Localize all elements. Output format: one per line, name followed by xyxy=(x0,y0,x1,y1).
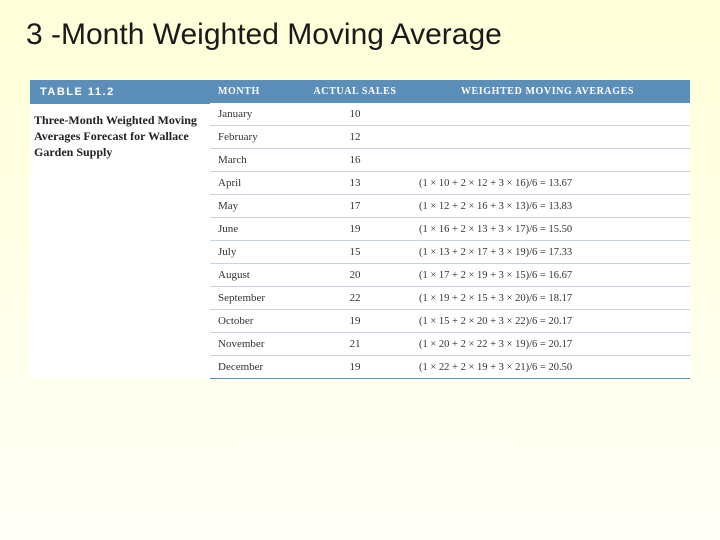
cell-wma: (1 × 10 + 2 × 12 + 3 × 16)/6 = 13.67 xyxy=(405,172,690,195)
table-row: March16 xyxy=(210,149,690,172)
cell-wma: (1 × 19 + 2 × 15 + 3 × 20)/6 = 18.17 xyxy=(405,287,690,310)
cell-sales: 17 xyxy=(305,195,405,218)
cell-sales: 16 xyxy=(305,149,405,172)
cell-sales: 15 xyxy=(305,241,405,264)
table-row: July15(1 × 13 + 2 × 17 + 3 × 19)/6 = 17.… xyxy=(210,241,690,264)
cell-sales: 13 xyxy=(305,172,405,195)
content-panel: TABLE 11.2 Three-Month Weighted Moving A… xyxy=(30,80,690,379)
table-row: May17(1 × 12 + 2 × 16 + 3 × 13)/6 = 13.8… xyxy=(210,195,690,218)
cell-wma xyxy=(405,126,690,149)
table-caption: Three-Month Weighted Moving Averages For… xyxy=(30,104,210,167)
table-column: MONTH ACTUAL SALES WEIGHTED MOVING AVERA… xyxy=(210,80,690,379)
table-row: August20(1 × 17 + 2 × 19 + 3 × 15)/6 = 1… xyxy=(210,264,690,287)
table-row: October19(1 × 15 + 2 × 20 + 3 × 22)/6 = … xyxy=(210,310,690,333)
table-row: June19(1 × 16 + 2 × 13 + 3 × 17)/6 = 15.… xyxy=(210,218,690,241)
cell-wma: (1 × 22 + 2 × 19 + 3 × 21)/6 = 20.50 xyxy=(405,356,690,379)
cell-wma: (1 × 13 + 2 × 17 + 3 × 19)/6 = 17.33 xyxy=(405,241,690,264)
cell-sales: 19 xyxy=(305,356,405,379)
table-row: September22(1 × 19 + 2 × 15 + 3 × 20)/6 … xyxy=(210,287,690,310)
cell-month: August xyxy=(210,264,305,287)
cell-wma: (1 × 15 + 2 × 20 + 3 × 22)/6 = 20.17 xyxy=(405,310,690,333)
caption-column: TABLE 11.2 Three-Month Weighted Moving A… xyxy=(30,80,210,379)
cell-month: July xyxy=(210,241,305,264)
cell-wma: (1 × 16 + 2 × 13 + 3 × 17)/6 = 15.50 xyxy=(405,218,690,241)
cell-sales: 19 xyxy=(305,310,405,333)
cell-wma xyxy=(405,149,690,172)
col-header-wma: WEIGHTED MOVING AVERAGES xyxy=(405,80,690,103)
table-row: January10 xyxy=(210,103,690,126)
cell-sales: 12 xyxy=(305,126,405,149)
cell-sales: 21 xyxy=(305,333,405,356)
cell-month: February xyxy=(210,126,305,149)
cell-month: December xyxy=(210,356,305,379)
table-row: November21(1 × 20 + 2 × 22 + 3 × 19)/6 =… xyxy=(210,333,690,356)
table-row: December19(1 × 22 + 2 × 19 + 3 × 21)/6 =… xyxy=(210,356,690,379)
cell-month: June xyxy=(210,218,305,241)
cell-wma: (1 × 12 + 2 × 16 + 3 × 13)/6 = 13.83 xyxy=(405,195,690,218)
cell-sales: 20 xyxy=(305,264,405,287)
col-header-sales: ACTUAL SALES xyxy=(305,80,405,103)
table-row: February12 xyxy=(210,126,690,149)
slide: 3 -Month Weighted Moving Average TABLE 1… xyxy=(0,0,720,540)
cell-month: March xyxy=(210,149,305,172)
table-row: April13(1 × 10 + 2 × 12 + 3 × 16)/6 = 13… xyxy=(210,172,690,195)
cell-wma: (1 × 17 + 2 × 19 + 3 × 15)/6 = 16.67 xyxy=(405,264,690,287)
slide-title: 3 -Month Weighted Moving Average xyxy=(26,18,694,52)
data-table: MONTH ACTUAL SALES WEIGHTED MOVING AVERA… xyxy=(210,80,690,379)
table-header-row: MONTH ACTUAL SALES WEIGHTED MOVING AVERA… xyxy=(210,80,690,103)
table-body: January10February12March16April13(1 × 10… xyxy=(210,103,690,379)
table-number-label: TABLE 11.2 xyxy=(30,80,210,104)
cell-sales: 19 xyxy=(305,218,405,241)
cell-month: May xyxy=(210,195,305,218)
cell-sales: 10 xyxy=(305,103,405,126)
cell-month: November xyxy=(210,333,305,356)
cell-wma xyxy=(405,103,690,126)
cell-sales: 22 xyxy=(305,287,405,310)
col-header-month: MONTH xyxy=(210,80,305,103)
cell-month: September xyxy=(210,287,305,310)
cell-month: January xyxy=(210,103,305,126)
cell-wma: (1 × 20 + 2 × 22 + 3 × 19)/6 = 20.17 xyxy=(405,333,690,356)
cell-month: April xyxy=(210,172,305,195)
cell-month: October xyxy=(210,310,305,333)
